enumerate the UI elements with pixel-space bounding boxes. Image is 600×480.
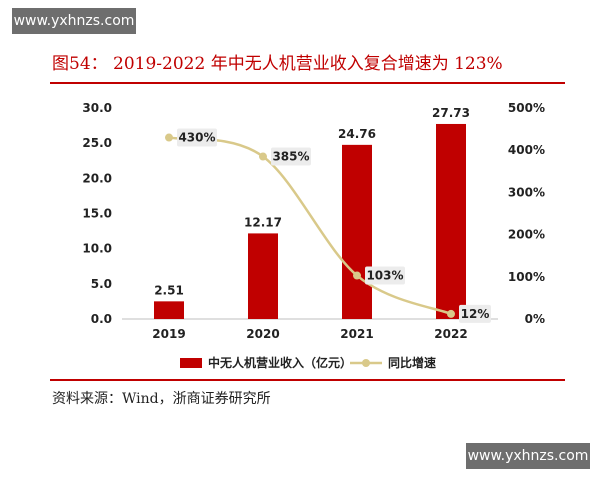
- left-tick-label: 0.0: [91, 312, 112, 326]
- right-tick-label: 500%: [508, 101, 545, 115]
- bar-series: [154, 123, 466, 319]
- growth-label-box: [365, 266, 405, 285]
- category-labels: 2019 2020 2021 2022: [152, 327, 467, 341]
- watermark-top: www.yxhnzs.com: [12, 8, 136, 34]
- bar: [154, 301, 184, 319]
- legend-bar-swatch: [180, 358, 202, 368]
- bar: [248, 233, 278, 319]
- bar: [342, 144, 372, 319]
- watermark-bottom: www.yxhnzs.com: [466, 443, 590, 469]
- legend: 中无人机营业收入（亿元） 同比增速: [180, 355, 436, 370]
- right-tick-label: 300%: [508, 185, 545, 199]
- category-label: 2019: [152, 327, 185, 341]
- right-axis-ticks: 0% 100% 200% 300% 400% 500%: [508, 101, 545, 326]
- growth-value-label: 12%: [461, 307, 490, 321]
- figure-title: 图54： 2019-2022 年中无人机营业收入复合增速为 123%: [52, 54, 503, 74]
- growth-point: [353, 271, 361, 280]
- growth-value-label: 103%: [366, 269, 403, 283]
- left-tick-label: 25.0: [82, 136, 112, 150]
- right-tick-label: 0%: [525, 312, 545, 326]
- category-label: 2020: [246, 327, 279, 341]
- bar-value-label: 27.73: [432, 106, 470, 120]
- legend-line-label: 同比增速: [388, 355, 436, 370]
- growth-label-box: [177, 128, 217, 147]
- left-axis-ticks: 0.0 5.0 10.0 15.0 20.0 25.0 30.0: [82, 101, 112, 326]
- growth-point: [165, 133, 173, 142]
- bar-value-labels: 2.51 12.17 24.76 27.73: [154, 106, 470, 297]
- growth-point: [259, 152, 267, 161]
- title-divider: [50, 82, 565, 84]
- right-tick-label: 100%: [508, 270, 545, 284]
- bar-value-label: 2.51: [154, 283, 184, 297]
- source-divider: [50, 379, 565, 381]
- bar: [436, 123, 466, 319]
- growth-value-label: 430%: [178, 131, 215, 145]
- left-tick-label: 20.0: [82, 171, 112, 185]
- bar-value-label: 24.76: [338, 127, 376, 141]
- legend-line-marker: [362, 359, 370, 367]
- left-tick-label: 15.0: [82, 207, 112, 221]
- left-tick-label: 30.0: [82, 101, 112, 115]
- growth-value-label: 385%: [272, 150, 309, 164]
- left-tick-label: 10.0: [82, 242, 112, 256]
- category-label: 2021: [340, 327, 373, 341]
- legend-bar-label: 中无人机营业收入（亿元）: [208, 355, 352, 370]
- source-note: 资料来源：Wind，浙商证券研究所: [52, 391, 271, 407]
- bar-value-label: 12.17: [244, 215, 282, 229]
- right-tick-label: 400%: [508, 143, 545, 157]
- line-series: 430% 385% 103% 12%: [165, 128, 491, 323]
- growth-point: [447, 309, 455, 318]
- right-tick-label: 200%: [508, 228, 545, 242]
- left-tick-label: 5.0: [91, 277, 112, 291]
- category-label: 2022: [434, 327, 467, 341]
- growth-label-box: [271, 147, 311, 166]
- growth-label-box: [459, 304, 491, 323]
